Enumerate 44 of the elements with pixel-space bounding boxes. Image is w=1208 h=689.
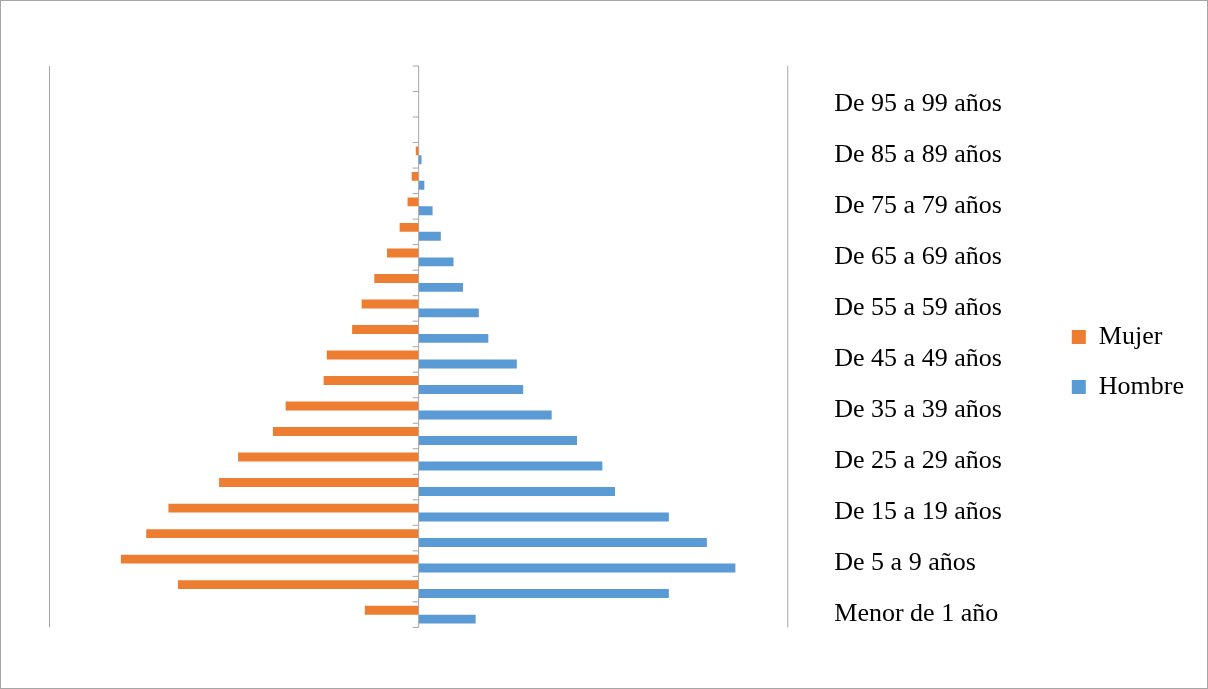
y-tick-label: De 35 a 39 años: [834, 394, 1002, 424]
bar: [418, 614, 476, 624]
bar: [418, 206, 433, 216]
y-tick-label: De 5 a 9 años: [834, 547, 976, 577]
bar: [323, 376, 419, 385]
y-tick-label: De 95 a 99 años: [834, 88, 1002, 118]
y-tick-label: De 65 a 69 años: [834, 241, 1002, 271]
bar: [361, 299, 419, 309]
bar: [418, 436, 578, 445]
bar: [418, 333, 489, 343]
bar: [219, 478, 419, 488]
bar: [272, 427, 419, 437]
bar: [418, 384, 524, 394]
bar: [177, 580, 419, 590]
y-tick-label: De 75 a 79 años: [834, 190, 1002, 220]
y-tick-label: De 15 a 19 años: [834, 496, 1002, 526]
bar: [418, 589, 669, 599]
legend-label: Hombre: [1098, 370, 1184, 400]
bar: [386, 248, 419, 258]
bar: [407, 197, 419, 207]
bar: [418, 410, 552, 420]
legend-label: Mujer: [1098, 320, 1163, 350]
y-tick-label: Menor de 1 año: [834, 598, 999, 628]
bar: [418, 231, 441, 241]
y-tick-label: De 25 a 29 años: [834, 445, 1002, 475]
bar: [168, 503, 419, 513]
bar: [418, 282, 463, 292]
bar: [146, 529, 419, 539]
bar: [418, 257, 454, 267]
y-tick-label: De 45 a 49 años: [834, 343, 1002, 373]
bar: [238, 452, 419, 462]
bar: [364, 605, 419, 615]
bar: [418, 308, 479, 318]
bar: [374, 273, 419, 283]
y-tick-label: De 55 a 59 años: [834, 292, 1002, 322]
bar: [399, 222, 419, 232]
bar: [418, 563, 736, 573]
y-tick-label: De 85 a 89 años: [834, 139, 1002, 169]
bar: [352, 325, 419, 334]
bar: [418, 538, 707, 548]
bar: [418, 487, 616, 496]
bar: [418, 359, 517, 369]
bar: [120, 554, 419, 564]
bar: [418, 512, 669, 522]
